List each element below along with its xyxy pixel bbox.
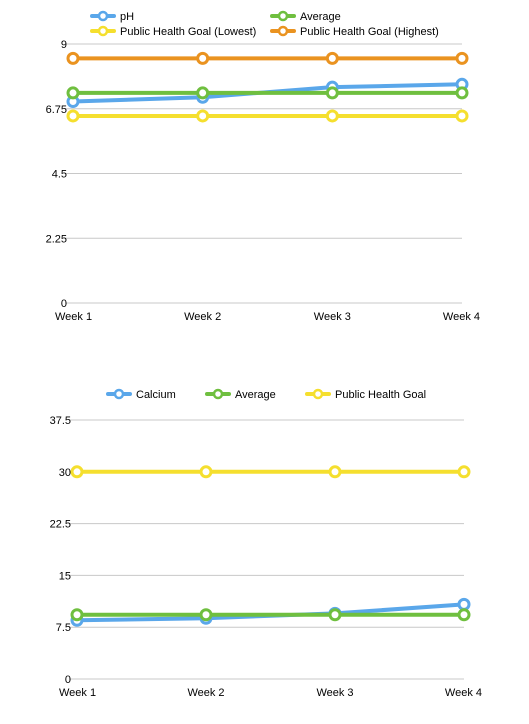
data-point-public-health-goal-highest [455, 51, 469, 65]
data-point-public-health-goal-highest [66, 51, 80, 65]
y-tick-label: 0 [65, 674, 71, 686]
x-tick-label: Week 1 [55, 311, 92, 323]
data-point-calcium [457, 597, 471, 611]
y-tick-label: 9 [61, 39, 67, 51]
y-tick-label: 22.5 [50, 519, 71, 531]
x-tick-label: Week 2 [184, 311, 221, 323]
data-point-public-health-goal [457, 465, 471, 479]
legend-swatch-marker [97, 25, 109, 37]
legend-label: Public Health Goal [335, 389, 426, 401]
data-point-average [328, 608, 342, 622]
data-point-public-health-goal [199, 465, 213, 479]
legend-label: pH [120, 11, 134, 23]
legend-swatch-marker [212, 388, 224, 400]
legend-swatch-marker [277, 25, 289, 37]
data-point-public-health-goal-highest [196, 51, 210, 65]
data-point-public-health-goal [70, 465, 84, 479]
legend-swatch-marker [312, 388, 324, 400]
x-tick-label: Week 4 [443, 311, 480, 323]
data-point-public-health-goal-lowest [455, 109, 469, 123]
data-point-average [455, 86, 469, 100]
x-tick-label: Week 3 [316, 687, 353, 699]
data-point-average [66, 86, 80, 100]
data-point-public-health-goal-lowest [66, 109, 80, 123]
data-point-average [70, 608, 84, 622]
ph-chart: 0 2.25 4.5 6.75 9 Week 1 Week 2 Week 3 Week 4 pH A… [46, 10, 480, 323]
data-point-average [196, 86, 210, 100]
data-point-public-health-goal-lowest [196, 109, 210, 123]
legend-label: Average [300, 11, 341, 23]
legend-swatch-marker [277, 10, 289, 22]
data-point-average [325, 86, 339, 100]
data-point-public-health-goal-lowest [325, 109, 339, 123]
x-tick-label: Week 3 [314, 311, 351, 323]
data-point-public-health-goal [328, 465, 342, 479]
y-tick-label: 15 [59, 570, 71, 582]
x-tick-label: Week 1 [59, 687, 96, 699]
legend-label: Public Health Goal (Lowest) [120, 26, 256, 38]
data-point-average [457, 608, 471, 622]
y-tick-label: 2.25 [46, 233, 67, 245]
legend-swatch-marker [113, 388, 125, 400]
legend-swatch-marker [97, 10, 109, 22]
y-tick-label: 4.5 [52, 169, 67, 181]
data-point-public-health-goal-highest [325, 51, 339, 65]
y-tick-label: 0 [61, 298, 67, 310]
y-tick-label: 6.75 [46, 104, 67, 116]
x-tick-label: Week 2 [187, 687, 224, 699]
y-tick-label: 7.5 [56, 622, 71, 634]
y-tick-label: 30 [59, 467, 71, 479]
legend-label: Public Health Goal (Highest) [300, 26, 439, 38]
y-tick-label: 37.5 [50, 415, 71, 427]
legend-label: Average [235, 389, 276, 401]
series-line-calcium [75, 602, 466, 623]
legend-label: Calcium [136, 389, 176, 401]
calcium-chart: 0 7.5 15 22.5 30 37.5 Week 1 Week 2 Week 3 Week 4… [50, 388, 482, 699]
x-tick-label: Week 4 [445, 687, 482, 699]
data-point-average [199, 608, 213, 622]
